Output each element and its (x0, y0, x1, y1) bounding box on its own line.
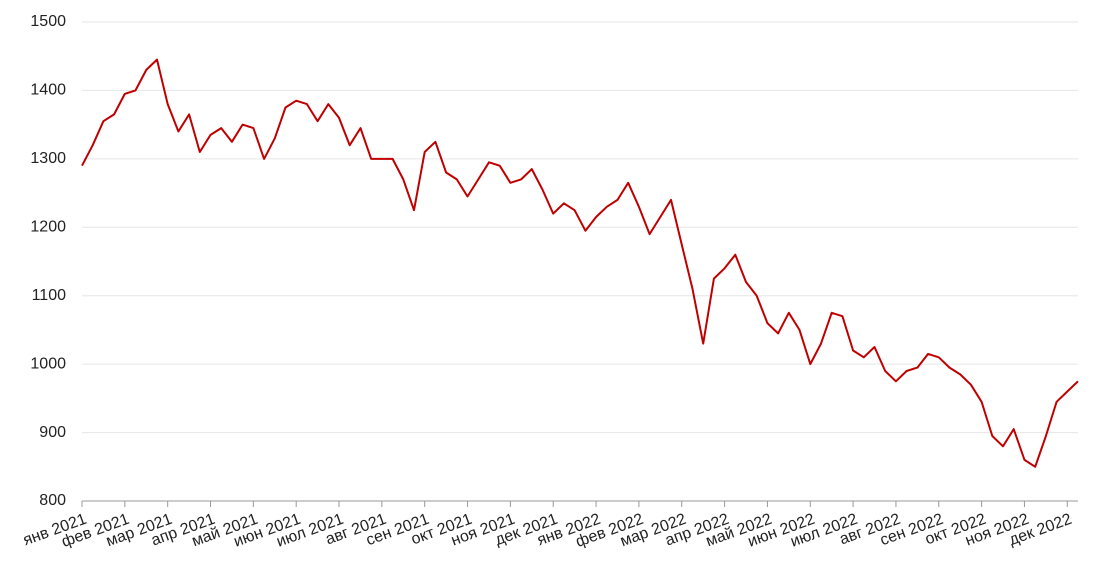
y-tick-label: 1300 (30, 150, 66, 167)
y-tick-label: 800 (39, 492, 66, 509)
y-tick-label: 1100 (32, 287, 67, 304)
y-tick-label: 1000 (30, 355, 66, 372)
y-tick-label: 1500 (30, 13, 66, 30)
y-tick-label: 1400 (30, 82, 66, 99)
line (81, 58, 1079, 468)
y-tick-label: 1200 (30, 219, 66, 236)
y-tick-label: 900 (39, 424, 66, 441)
